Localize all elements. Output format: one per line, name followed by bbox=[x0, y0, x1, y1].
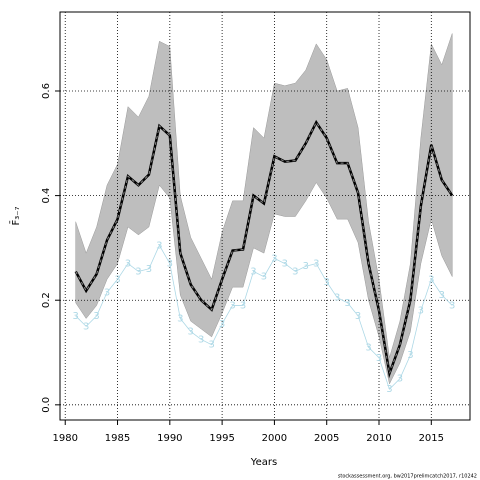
retro-marker: 3 bbox=[344, 298, 350, 309]
retro-marker: 3 bbox=[292, 266, 298, 277]
plot-frame bbox=[59, 11, 471, 421]
x-tick-label: 2005 bbox=[314, 433, 339, 444]
retro-line bbox=[75, 244, 453, 390]
y-tick-label: 0.6 bbox=[41, 83, 52, 99]
retro-marker: 3 bbox=[104, 287, 110, 298]
retro-marker: 3 bbox=[114, 274, 120, 285]
confidence-band bbox=[75, 33, 453, 385]
retro-marker: 3 bbox=[167, 259, 173, 270]
x-tick-label: 1990 bbox=[157, 433, 182, 444]
x-tick-label: 1995 bbox=[209, 433, 234, 444]
x-tick-label: 2010 bbox=[366, 433, 391, 444]
retro-marker: 3 bbox=[282, 259, 288, 270]
retro-marker: 3 bbox=[334, 293, 340, 304]
retro-marker: 3 bbox=[250, 266, 256, 277]
retro-marker: 3 bbox=[208, 340, 214, 351]
retro-marker: 3 bbox=[303, 261, 309, 272]
retro-marker: 3 bbox=[439, 290, 445, 301]
retro-marker: 3 bbox=[229, 300, 235, 311]
y-tick-label: 0.4 bbox=[41, 188, 52, 204]
retro-marker: 3 bbox=[240, 300, 246, 311]
retro-marker: 3 bbox=[188, 327, 194, 338]
estimate-line-dash bbox=[75, 121, 453, 376]
retro-marker: 3 bbox=[418, 306, 424, 317]
retro-marker: 3 bbox=[83, 321, 89, 332]
retro-marker: 3 bbox=[261, 272, 267, 283]
retro-marker: 3 bbox=[271, 253, 277, 264]
x-axis-label: Years bbox=[250, 457, 277, 468]
retro-marker: 3 bbox=[386, 384, 392, 395]
y-tick-label: 0.0 bbox=[41, 397, 52, 413]
retro-marker: 3 bbox=[376, 353, 382, 364]
retro-marker: 3 bbox=[313, 259, 319, 270]
retro-marker: 3 bbox=[365, 342, 371, 353]
retro-marker: 3 bbox=[146, 264, 152, 275]
retro-marker: 3 bbox=[198, 334, 204, 345]
x-tick-label: 1980 bbox=[53, 433, 78, 444]
retro-marker: 3 bbox=[73, 311, 79, 322]
retro-marker: 3 bbox=[219, 319, 225, 330]
y-tick-label: 0.2 bbox=[41, 292, 52, 308]
retro-marker: 3 bbox=[397, 374, 403, 385]
retro-marker: 3 bbox=[428, 274, 434, 285]
footer: stockassessment.org, bw2017prelimcatch20… bbox=[338, 474, 477, 480]
x-tick-label: 1985 bbox=[105, 433, 130, 444]
retro-marker: 3 bbox=[93, 311, 99, 322]
x-tick-label: 2015 bbox=[419, 433, 444, 444]
retro-marker: 3 bbox=[135, 266, 141, 277]
x-tick-label: 2000 bbox=[262, 433, 287, 444]
retro-marker: 3 bbox=[125, 259, 131, 270]
retro-marker: 3 bbox=[324, 277, 330, 288]
retro-marker: 3 bbox=[355, 311, 361, 322]
retro-marker: 3 bbox=[449, 300, 455, 311]
y-axis-label: F̄₃₋₇ bbox=[9, 206, 22, 225]
retro-marker: 3 bbox=[407, 350, 413, 361]
retro-marker: 3 bbox=[177, 314, 183, 325]
retro-marker: 3 bbox=[156, 240, 162, 251]
